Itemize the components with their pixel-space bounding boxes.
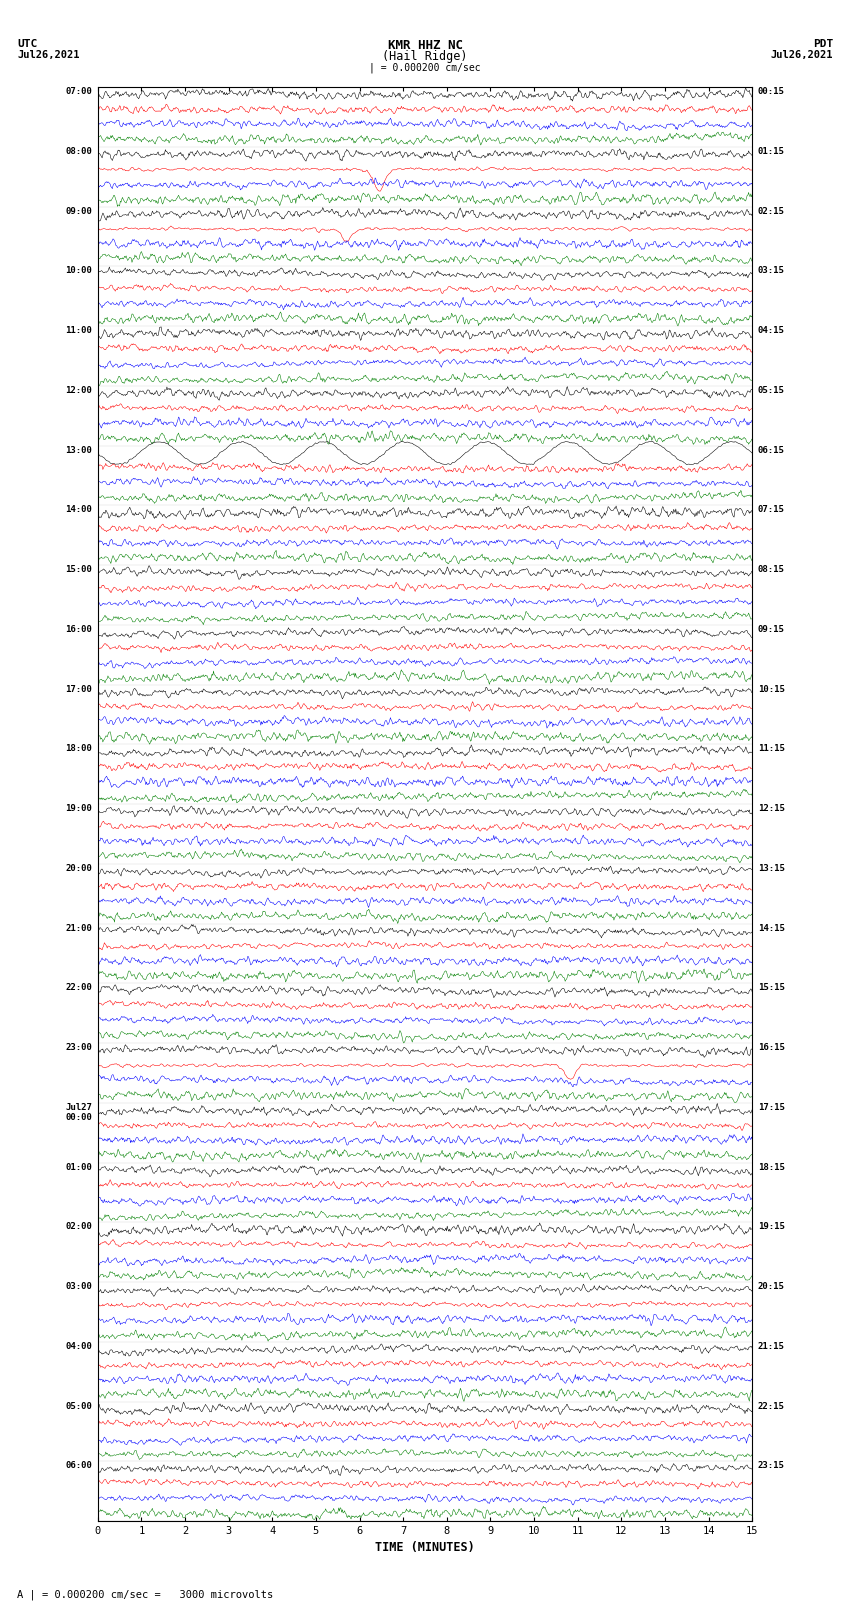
Text: 17:15: 17:15 [758, 1103, 785, 1111]
Text: 05:00: 05:00 [65, 1402, 92, 1410]
Text: Jul26,2021: Jul26,2021 [17, 50, 80, 60]
Text: 00:15: 00:15 [758, 87, 785, 97]
Text: 10:15: 10:15 [758, 684, 785, 694]
Text: 05:15: 05:15 [758, 386, 785, 395]
Text: 02:00: 02:00 [65, 1223, 92, 1231]
Text: 18:00: 18:00 [65, 744, 92, 753]
Text: 13:00: 13:00 [65, 445, 92, 455]
Text: 15:00: 15:00 [65, 565, 92, 574]
Text: 03:00: 03:00 [65, 1282, 92, 1290]
Text: 23:00: 23:00 [65, 1044, 92, 1052]
Text: PDT: PDT [813, 39, 833, 48]
Text: UTC: UTC [17, 39, 37, 48]
Text: 06:15: 06:15 [758, 445, 785, 455]
Text: 19:15: 19:15 [758, 1223, 785, 1231]
Text: 16:15: 16:15 [758, 1044, 785, 1052]
Text: 15:15: 15:15 [758, 984, 785, 992]
Text: 12:00: 12:00 [65, 386, 92, 395]
Text: 22:15: 22:15 [758, 1402, 785, 1410]
Text: 07:15: 07:15 [758, 505, 785, 515]
Text: 04:15: 04:15 [758, 326, 785, 336]
Text: 23:15: 23:15 [758, 1461, 785, 1471]
Text: 04:00: 04:00 [65, 1342, 92, 1350]
Text: 16:00: 16:00 [65, 624, 92, 634]
Text: 01:00: 01:00 [65, 1163, 92, 1171]
Text: 09:00: 09:00 [65, 206, 92, 216]
Text: 09:15: 09:15 [758, 624, 785, 634]
Text: (Hail Ridge): (Hail Ridge) [382, 50, 468, 63]
Text: 11:15: 11:15 [758, 744, 785, 753]
Text: KMR HHZ NC: KMR HHZ NC [388, 39, 462, 52]
Text: 14:00: 14:00 [65, 505, 92, 515]
Text: 11:00: 11:00 [65, 326, 92, 336]
Text: | = 0.000200 cm/sec: | = 0.000200 cm/sec [369, 63, 481, 74]
Text: 22:00: 22:00 [65, 984, 92, 992]
Text: 08:15: 08:15 [758, 565, 785, 574]
Text: 12:15: 12:15 [758, 805, 785, 813]
Text: 21:15: 21:15 [758, 1342, 785, 1350]
Text: 14:15: 14:15 [758, 924, 785, 932]
Text: A | = 0.000200 cm/sec =   3000 microvolts: A | = 0.000200 cm/sec = 3000 microvolts [17, 1589, 273, 1600]
X-axis label: TIME (MINUTES): TIME (MINUTES) [375, 1542, 475, 1555]
Text: 07:00: 07:00 [65, 87, 92, 97]
Text: 18:15: 18:15 [758, 1163, 785, 1171]
Text: 17:00: 17:00 [65, 684, 92, 694]
Text: Jul26,2021: Jul26,2021 [770, 50, 833, 60]
Text: 20:00: 20:00 [65, 865, 92, 873]
Text: 10:00: 10:00 [65, 266, 92, 276]
Text: 02:15: 02:15 [758, 206, 785, 216]
Text: 08:00: 08:00 [65, 147, 92, 156]
Text: 21:00: 21:00 [65, 924, 92, 932]
Text: Jul27
00:00: Jul27 00:00 [65, 1103, 92, 1123]
Text: 20:15: 20:15 [758, 1282, 785, 1290]
Text: 06:00: 06:00 [65, 1461, 92, 1471]
Text: 01:15: 01:15 [758, 147, 785, 156]
Text: 13:15: 13:15 [758, 865, 785, 873]
Text: 03:15: 03:15 [758, 266, 785, 276]
Text: 19:00: 19:00 [65, 805, 92, 813]
